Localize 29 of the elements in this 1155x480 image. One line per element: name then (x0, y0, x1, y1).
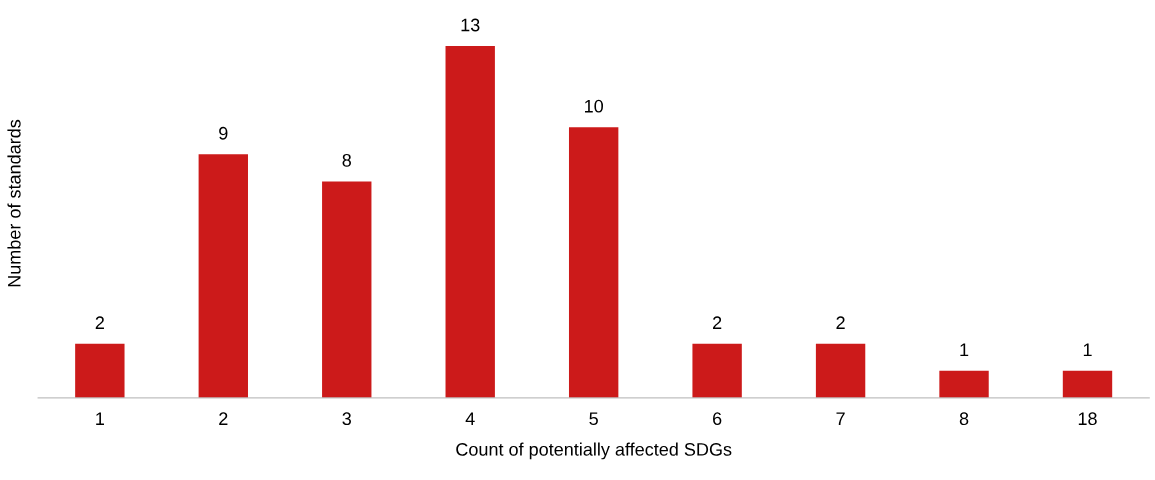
data-label: 9 (219, 126, 228, 140)
x-tick-label: 8 (959, 412, 969, 426)
bar (445, 46, 495, 398)
data-label: 2 (95, 316, 104, 329)
x-tick-label: 18 (1078, 412, 1097, 426)
x-axis-title: Count of potentially affected SDGs (456, 442, 732, 460)
bar (939, 370, 989, 398)
x-tick-label: 5 (589, 412, 598, 426)
bar (198, 154, 248, 398)
y-axis-title: Number of standards (7, 119, 21, 287)
x-tick-label: 4 (465, 412, 475, 425)
data-label: 13 (461, 18, 480, 32)
bar (815, 343, 866, 398)
data-label: 8 (342, 153, 351, 167)
x-tick-label: 2 (219, 412, 228, 425)
data-label: 1 (960, 343, 969, 356)
data-label: 2 (836, 316, 845, 329)
x-tick-label: 7 (836, 412, 845, 425)
data-label: 10 (585, 99, 604, 113)
bar (75, 343, 125, 398)
data-label: 1 (1083, 343, 1092, 356)
x-tick-label: 6 (713, 412, 722, 426)
x-tick-label: 1 (96, 412, 104, 425)
x-tick-label: 3 (342, 412, 351, 426)
bar (1062, 370, 1113, 398)
bar (568, 127, 619, 398)
bar (692, 343, 742, 398)
bar (322, 181, 372, 398)
data-label: 2 (713, 316, 722, 329)
